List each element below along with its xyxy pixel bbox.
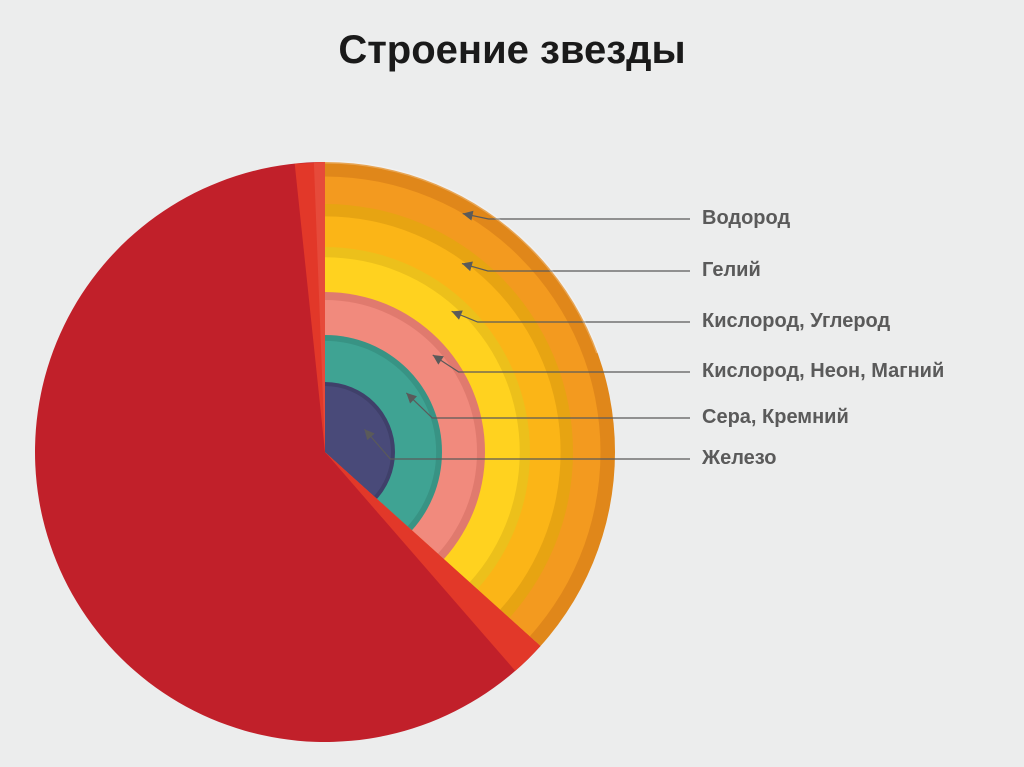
layer-label: Железо — [702, 447, 776, 470]
layer-label: Гелий — [702, 259, 761, 282]
star-structure-diagram — [0, 0, 1024, 767]
layer-label: Кислород, Неон, Магний — [702, 360, 944, 383]
layer-label: Водород — [702, 207, 790, 230]
layer-label: Сера, Кремний — [702, 406, 849, 429]
layer-label: Кислород, Углерод — [702, 310, 890, 333]
